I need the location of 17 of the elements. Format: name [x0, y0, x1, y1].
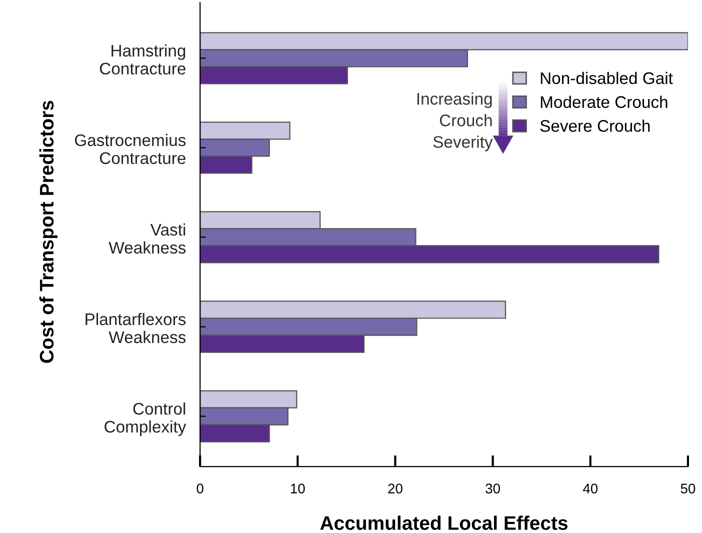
legend-label: Moderate Crouch	[540, 96, 668, 108]
legend-label: Severe Crouch	[540, 120, 650, 132]
y-tick-label: Plantarflexors Weakness	[86, 312, 186, 344]
annotation: Increasing Crouch Severity	[417, 92, 493, 152]
x-tick-label: 20	[388, 484, 402, 494]
y-tick-label: Gastrocnemius Contracture	[74, 134, 186, 164]
legend-label: Non-disabled Gait	[540, 72, 673, 84]
x-axis-title: Accumulated Local Effects	[320, 516, 568, 530]
y-axis-title: Cost of Transport Predictors	[39, 100, 58, 363]
y-tick-label: Control Complexity	[104, 402, 186, 436]
y-tick-label: Vasti Weakness	[108, 223, 186, 254]
x-tick-label: 0	[196, 484, 204, 494]
x-tick-label: 30	[486, 484, 500, 494]
y-tick-label: Hamstring Contracture	[100, 44, 186, 75]
x-tick-label: 50	[680, 484, 696, 494]
x-tick-label: 40	[582, 484, 598, 494]
x-tick-label: 10	[290, 484, 305, 494]
